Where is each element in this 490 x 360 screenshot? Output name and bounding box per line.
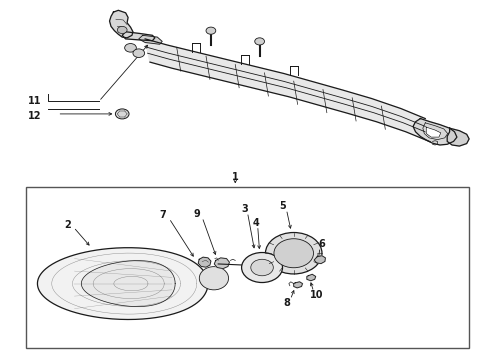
Circle shape [255,38,265,45]
Circle shape [206,27,216,34]
Polygon shape [447,128,469,146]
Text: 6: 6 [318,239,325,249]
Polygon shape [81,261,175,307]
Polygon shape [122,32,155,41]
Polygon shape [198,257,211,267]
Text: 1: 1 [232,172,239,183]
Text: 4: 4 [252,218,259,228]
Text: 2: 2 [64,220,71,230]
Circle shape [133,49,145,58]
Circle shape [242,252,283,283]
Text: 11: 11 [28,96,42,107]
Circle shape [116,109,129,119]
Bar [26,187,469,348]
Circle shape [274,239,314,268]
Text: 8: 8 [283,298,290,308]
Text: 7: 7 [160,210,167,220]
Text: 10: 10 [310,290,324,300]
Text: 3: 3 [242,203,248,213]
Polygon shape [214,258,229,269]
Polygon shape [139,35,162,44]
Polygon shape [413,118,457,145]
Polygon shape [426,127,441,137]
Polygon shape [145,39,430,142]
Circle shape [251,259,273,276]
Ellipse shape [199,267,228,290]
Text: 9: 9 [194,209,200,219]
Circle shape [117,26,127,33]
Polygon shape [37,248,208,319]
Polygon shape [307,274,316,281]
Polygon shape [110,10,133,38]
Text: 12: 12 [28,111,42,121]
Circle shape [266,233,322,274]
Polygon shape [294,282,302,288]
Circle shape [124,44,136,52]
Text: 5: 5 [280,201,286,211]
Polygon shape [314,256,325,264]
